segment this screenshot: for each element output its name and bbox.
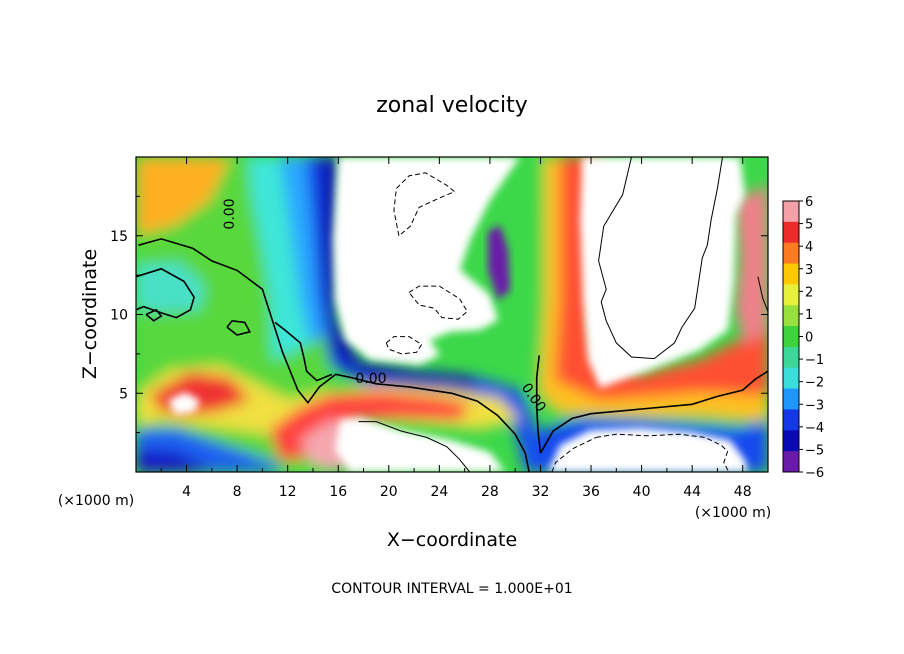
x-tick-label-32: 32 [532, 484, 550, 500]
colorbar-swatch-1 [783, 221, 799, 244]
colorbar-tick-label-9: −3 [805, 398, 824, 413]
white-blob-lower-left [168, 392, 200, 415]
x-tick-label-36: 36 [582, 484, 600, 500]
contour-dashed-3 [596, 433, 730, 472]
contour-lines [136, 157, 768, 472]
x-tick-label-44: 44 [683, 484, 701, 500]
contour-dashed-0 [393, 172, 456, 237]
field-cyan-left [136, 262, 205, 312]
colorbar-swatch-3 [783, 263, 799, 285]
x-tick-label-24: 24 [430, 484, 448, 500]
x-tick-label-12: 12 [279, 484, 297, 500]
x-tick-label-20: 20 [380, 484, 398, 500]
colorbar-tick-label-1: 5 [805, 218, 813, 233]
field-orange-corner [136, 157, 230, 235]
colorbar-swatch-8 [783, 367, 799, 390]
colorbar-swatch-6 [783, 326, 799, 348]
colorbar-swatch-4 [783, 284, 799, 306]
colorbar-tick-label-6: 0 [805, 331, 813, 346]
colorbar-tick-label-0: 6 [805, 195, 813, 210]
contour-label-left: 0.00 [222, 198, 238, 229]
contour-solid-2 [274, 321, 333, 382]
contour-thin-0 [598, 157, 723, 360]
chart-title: zonal velocity [376, 93, 528, 118]
colorbar-swatch-11 [783, 430, 799, 452]
plot-area [136, 157, 768, 472]
colorbar-swatch-7 [783, 346, 799, 369]
x-units-right: (×1000 m) [695, 505, 771, 521]
y-axis-title: Z−coordinate [79, 249, 101, 379]
contour-thin-2 [757, 276, 768, 312]
contour-solid-1 [136, 267, 195, 319]
colorbar-tick-label-5: 1 [805, 308, 813, 323]
colorbar-swatch-10 [783, 409, 799, 431]
white-region-upper-right [580, 157, 745, 388]
colorbar-tick-label-4: 2 [805, 285, 813, 300]
colorbar-tick-label-12: −6 [805, 466, 824, 481]
colorbar-tick-label-10: −4 [805, 421, 824, 436]
contour-solid-6 [145, 308, 163, 322]
colorbar-swatch-12 [783, 451, 799, 473]
white-region-lower-center [335, 418, 505, 472]
contour-labels: 0.00 0.00 0.00 [222, 198, 549, 415]
y-tick-label-5: 5 [119, 386, 128, 402]
colorbar-tick-label-3: 3 [805, 263, 813, 278]
colorbar-tick-label-7: −1 [805, 353, 824, 368]
purple-core [488, 225, 510, 300]
contour-dashed-2 [385, 336, 423, 355]
contour-dashed-1 [408, 285, 468, 320]
colorbar-swatch-0 [783, 201, 799, 223]
x-tick-label-4: 4 [182, 484, 191, 500]
colorbar-swatch-2 [783, 242, 799, 265]
colorbar-tick-label-11: −5 [805, 443, 824, 458]
contour-solid-0 [138, 238, 530, 472]
field-dark-blue-ridge [318, 157, 480, 392]
contour-label-center: 0.00 [355, 371, 386, 387]
contour-interval-note: CONTOUR INTERVAL = 1.000E+01 [331, 581, 572, 597]
colorbar-swatch-9 [783, 388, 799, 410]
colorbar: 6 5 4 3 2 1 0 −1 −2 −3 −4 −5 −6 [782, 195, 824, 481]
colorbar-tick-label-8: −2 [805, 376, 824, 391]
field-pink-right-edge [735, 185, 768, 345]
white-region-upper-center [333, 157, 520, 365]
x-units-left: (×1000 m) [58, 493, 134, 509]
contour-solid-3 [539, 370, 768, 454]
field-blue-band [305, 157, 545, 472]
x-axis-title: X−coordinate [387, 529, 517, 551]
x-tick-label-28: 28 [481, 484, 499, 500]
contour-solid-4 [535, 355, 542, 454]
saturated-regions [168, 157, 748, 472]
field-red-low-center [270, 392, 470, 460]
contour-thin-1 [358, 421, 471, 472]
contour-solid-5 [226, 319, 251, 336]
white-region-lower-right [548, 428, 748, 472]
colorbar-tick-label-2: 4 [805, 240, 813, 255]
x-tick-label-16: 16 [329, 484, 347, 500]
x-tick-label-40: 40 [633, 484, 651, 500]
field-yellow-right [536, 157, 768, 420]
x-tick-label-8: 8 [233, 484, 242, 500]
x-tick-label-48: 48 [734, 484, 752, 500]
field-darkblue-bottom-left [136, 450, 210, 472]
y-tick-label-15: 15 [110, 229, 128, 245]
colorbar-swatch-5 [783, 305, 799, 327]
y-tick-label-10: 10 [110, 308, 128, 324]
